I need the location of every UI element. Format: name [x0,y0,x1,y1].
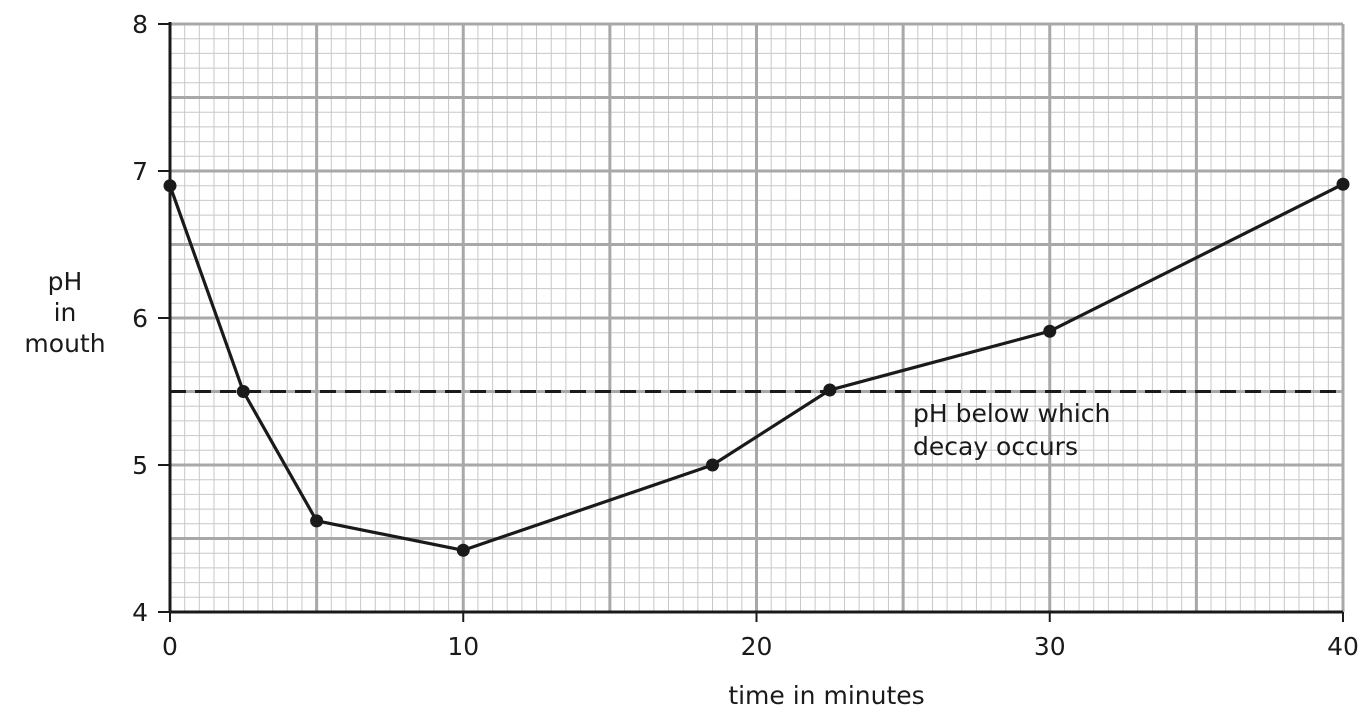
x-axis-label: time in minutes [728,681,924,710]
y-tick-label: 6 [132,304,148,333]
reference-line-group: pH below which decay occurs [170,390,1343,461]
x-tick-label: 10 [447,632,479,661]
y-tick-label: 4 [132,598,148,627]
data-point [1043,324,1057,338]
x-tick-label: 0 [162,632,178,661]
labels-group: 4 5 6 7 8 0 10 20 30 40 time in minutes pH in mouth [24,10,1358,710]
y-tick-label: 5 [132,451,148,480]
axes [158,22,1344,622]
data-point [310,514,324,528]
reference-line-label-line: pH below which [913,399,1110,428]
x-tick-label: 40 [1327,632,1359,661]
data-point [823,383,837,397]
y-tick-label: 8 [132,10,148,39]
data-point [1336,177,1350,191]
data-point [456,543,470,557]
series-line [168,182,1345,552]
x-tick-label: 30 [1034,632,1066,661]
y-tick-label: 7 [132,157,148,186]
reference-line-label-line: decay occurs [913,432,1078,461]
reference-line-label: pH below which decay occurs [913,399,1110,461]
series-group [163,177,1350,557]
y-axis-label-line: pH [48,267,83,296]
y-axis-label: pH in mouth [24,267,105,358]
data-point [236,385,250,398]
data-point [163,179,177,193]
y-axis-label-line: mouth [24,329,105,358]
data-point [706,458,720,472]
x-tick-label: 20 [741,632,773,661]
y-axis-label-line: in [54,298,77,327]
